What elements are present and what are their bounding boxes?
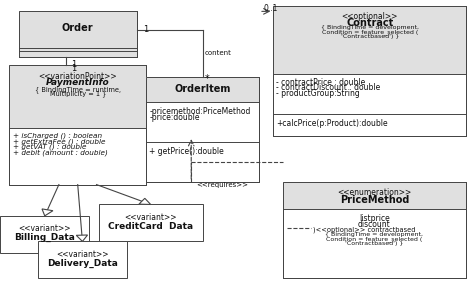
Bar [146, 77, 259, 102]
Text: - contractDiscount : double: - contractDiscount : double [276, 83, 381, 93]
Text: + isCharged () : boolean: + isCharged () : boolean [13, 132, 102, 139]
Bar [19, 11, 137, 57]
Text: <<variant>>: <<variant>> [56, 250, 109, 259]
Text: +calcPrice(p:Product):double: +calcPrice(p:Product):double [276, 119, 388, 128]
Text: 0..1: 0..1 [264, 4, 278, 13]
Polygon shape [42, 209, 53, 216]
Text: <<variant>>: <<variant>> [18, 224, 71, 233]
Text: { BindingTime = development,: { BindingTime = development, [321, 25, 419, 30]
Bar [273, 6, 466, 136]
Text: <<optional>>: <<optional>> [341, 12, 398, 21]
Text: - contractPrice : double: - contractPrice : double [276, 78, 365, 87]
Bar [283, 182, 466, 209]
Text: <<variant>>: <<variant>> [124, 213, 177, 222]
Bar [283, 182, 466, 278]
Text: *: * [205, 74, 210, 84]
Text: <<enumeration>>: <<enumeration>> [337, 188, 412, 197]
Text: 1: 1 [71, 64, 76, 73]
Text: 'Contractbased') }: 'Contractbased') } [345, 241, 404, 246]
Text: discount: discount [358, 220, 391, 229]
Text: <<requires>>: <<requires>> [196, 182, 248, 188]
Bar [273, 6, 466, 74]
Text: )<<optional>> contractbased: )<<optional>> contractbased [313, 226, 416, 233]
Text: Condition = feature_selected (: Condition = feature_selected ( [326, 237, 422, 242]
Text: OrderItem: OrderItem [174, 84, 231, 94]
Text: - productGroup:String: - productGroup:String [276, 89, 360, 98]
Text: content: content [205, 50, 232, 56]
Text: 1: 1 [71, 60, 76, 69]
Text: <<variationPoint>>: <<variationPoint>> [39, 72, 117, 81]
Text: + debit (amount : double): + debit (amount : double) [13, 149, 108, 156]
Bar [38, 241, 127, 278]
Text: + getExtraFee () : double: + getExtraFee () : double [13, 138, 106, 145]
Text: PaymentInfo: PaymentInfo [46, 78, 110, 87]
Bar [99, 204, 203, 241]
Bar [19, 11, 137, 57]
Text: Condition = feature_selected (: Condition = feature_selected ( [322, 29, 418, 35]
Text: + getPrice():double: + getPrice():double [149, 147, 224, 156]
Text: Contract: Contract [346, 18, 393, 28]
Text: -pricemethod:PriceMethod: -pricemethod:PriceMethod [149, 106, 251, 116]
Text: Multiplicity = 1 }: Multiplicity = 1 } [49, 90, 106, 97]
Text: Delivery_Data: Delivery_Data [47, 258, 118, 268]
Polygon shape [139, 198, 151, 204]
Bar [273, 6, 466, 136]
Text: + getVAT () : double: + getVAT () : double [13, 144, 87, 150]
Bar [283, 182, 466, 278]
Text: listprice: listprice [359, 214, 390, 223]
Polygon shape [76, 235, 88, 241]
Text: 1: 1 [143, 25, 149, 34]
Bar [146, 77, 259, 182]
Bar [0, 216, 89, 253]
Bar [9, 65, 146, 185]
Bar [9, 65, 146, 185]
Bar [146, 77, 259, 182]
Text: { BindingTime = development,: { BindingTime = development, [325, 232, 423, 237]
Text: -price:double: -price:double [149, 113, 200, 122]
Text: { BindingTime = runtime,: { BindingTime = runtime, [35, 86, 121, 93]
Text: 'Contractbased') }: 'Contractbased') } [341, 34, 399, 39]
Text: CreditCard  Data: CreditCard Data [108, 222, 193, 231]
Text: Order: Order [62, 23, 94, 33]
Text: PriceMethod: PriceMethod [340, 195, 409, 205]
Text: Billing_Data: Billing_Data [14, 233, 75, 242]
Bar [9, 65, 146, 128]
Bar [19, 11, 137, 57]
